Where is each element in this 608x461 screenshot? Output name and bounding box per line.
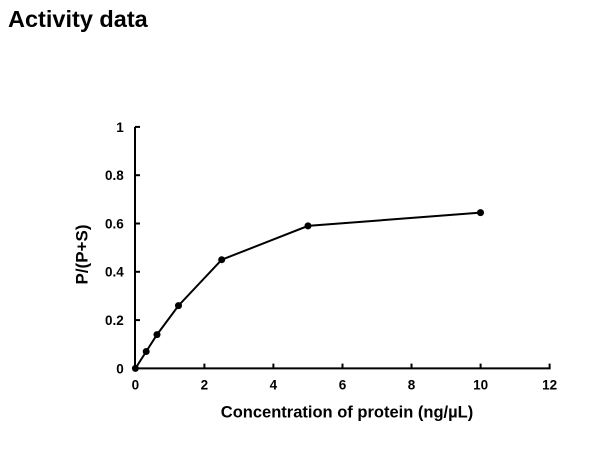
svg-text:0: 0 (116, 361, 124, 376)
svg-text:1: 1 (116, 120, 124, 135)
svg-text:6: 6 (339, 377, 347, 392)
svg-text:8: 8 (408, 377, 416, 392)
svg-text:4: 4 (270, 377, 278, 392)
svg-text:0.4: 0.4 (105, 265, 124, 280)
svg-text:0.2: 0.2 (105, 313, 124, 328)
svg-text:0.8: 0.8 (105, 168, 124, 183)
svg-text:Concentration of protein (ng/µ: Concentration of protein (ng/µL) (221, 404, 473, 422)
svg-text:12: 12 (542, 377, 557, 392)
svg-text:0: 0 (132, 377, 140, 392)
svg-text:Activity data: Activity data (8, 6, 149, 32)
svg-text:2: 2 (201, 377, 209, 392)
svg-text:P/(P+S): P/(P+S) (73, 225, 92, 285)
svg-text:10: 10 (473, 377, 488, 392)
svg-text:0.6: 0.6 (105, 216, 124, 231)
